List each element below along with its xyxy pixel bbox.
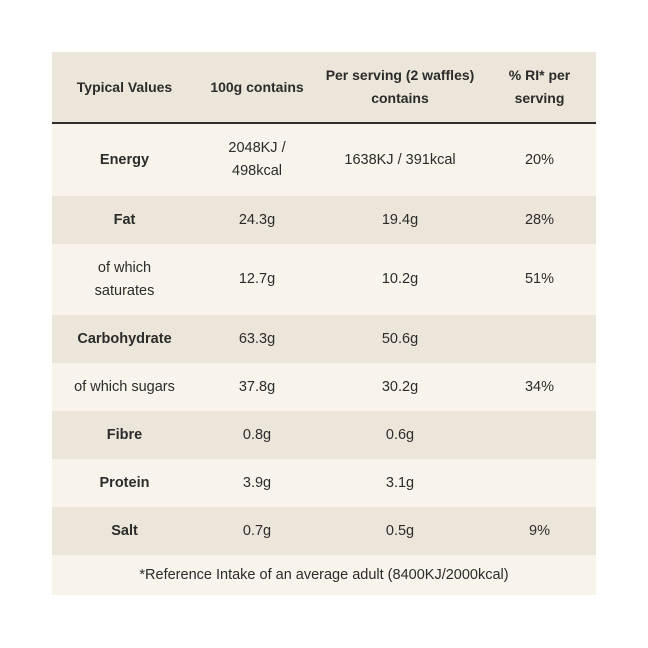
row-per-serving: 1638KJ / 391kcal (344, 151, 456, 168)
row-label: of which saturates (94, 259, 155, 299)
row-per100: 37.8g (238, 378, 276, 395)
header-ri: % RI* per serving (483, 52, 596, 124)
row-carbohydrate: Carbohydrate 63.3g 50.6g (52, 315, 596, 363)
header-per-100g: 100g contains (197, 52, 317, 124)
row-per100: 2048KJ / 498kcal (228, 140, 286, 179)
row-ri: 28% (524, 211, 555, 228)
header-row: Typical Values 100g contains Per serving… (52, 52, 596, 124)
row-per100: 63.3g (238, 330, 276, 347)
row-label: Carbohydrate (77, 330, 172, 347)
header-typical-values: Typical Values (52, 52, 197, 124)
row-per-serving: 0.5g (385, 522, 415, 539)
row-per-serving: 10.2g (381, 271, 419, 287)
row-per100: 12.7g (238, 271, 276, 287)
row-sugars: of which sugars 37.8g 30.2g 34% (52, 363, 596, 411)
footnote-text: *Reference Intake of an average adult (8… (139, 566, 509, 583)
row-ri: 20% (524, 151, 555, 168)
row-ri (483, 315, 596, 363)
footnote-row: *Reference Intake of an average adult (8… (52, 555, 596, 595)
row-saturates: of which saturates 12.7g 10.2g 51% (52, 244, 596, 315)
row-label: Protein (99, 474, 150, 491)
row-per-serving: 3.1g (385, 474, 415, 491)
row-per-serving: 30.2g (381, 378, 419, 395)
row-label: Fat (113, 211, 136, 228)
row-label: Energy (99, 151, 150, 168)
row-label: Fibre (106, 426, 143, 443)
row-label: of which sugars (74, 378, 175, 395)
row-per100: 24.3g (238, 211, 276, 228)
row-ri: 34% (524, 378, 555, 395)
row-ri: 9% (529, 522, 550, 539)
row-energy: Energy 2048KJ / 498kcal 1638KJ / 391kcal… (52, 123, 596, 196)
row-fibre: Fibre 0.8g 0.6g (52, 411, 596, 459)
row-per100: 0.7g (242, 522, 272, 539)
row-ri: 51% (524, 271, 555, 287)
row-label: Salt (111, 522, 138, 539)
row-salt: Salt 0.7g 0.5g 9% (52, 507, 596, 555)
row-per-serving: 0.6g (385, 426, 415, 443)
row-per100: 3.9g (242, 474, 272, 491)
nutrition-table: Typical Values 100g contains Per serving… (52, 52, 596, 595)
row-protein: Protein 3.9g 3.1g (52, 459, 596, 507)
row-per-serving: 19.4g (381, 211, 419, 228)
row-per-serving: 50.6g (381, 330, 419, 347)
row-fat: Fat 24.3g 19.4g 28% (52, 196, 596, 244)
row-ri (483, 411, 596, 459)
row-per100: 0.8g (242, 426, 272, 443)
header-per-serving: Per serving (2 waffles) contains (317, 52, 483, 124)
row-ri (483, 459, 596, 507)
